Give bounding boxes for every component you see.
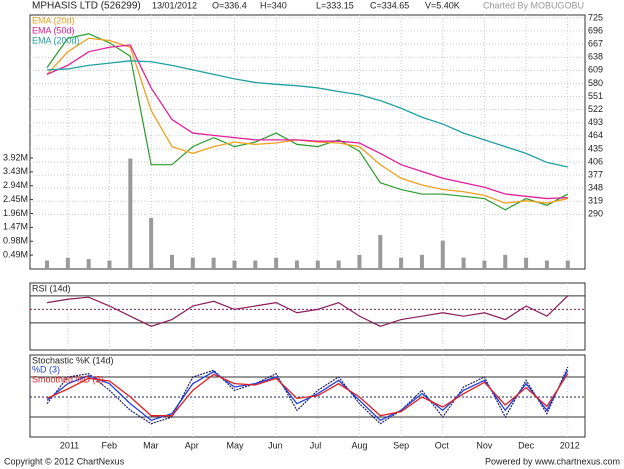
series-line bbox=[46, 373, 569, 417]
volume-bar bbox=[419, 254, 424, 269]
volume-bar bbox=[378, 235, 383, 269]
main-line bbox=[46, 295, 569, 327]
legend-entry: Smoothed %D (3) bbox=[32, 374, 104, 384]
y-tick-label: 609 bbox=[588, 65, 603, 75]
y2-tick-label: 1.47M bbox=[3, 222, 28, 232]
series-line bbox=[46, 44, 568, 200]
panel-title: Stochastic %K (14d) bbox=[32, 355, 114, 365]
panel-frame bbox=[29, 354, 586, 438]
y2-tick-label: 2.45M bbox=[3, 194, 28, 204]
y2-tick-label: 0.98M bbox=[3, 236, 28, 246]
quote-high: H=340 bbox=[260, 0, 287, 10]
panel-title: RSI (14d) bbox=[32, 283, 71, 293]
x-tick-label: 2012 bbox=[560, 440, 580, 450]
y-tick-label: 464 bbox=[588, 130, 603, 140]
volume-bar bbox=[294, 260, 299, 269]
x-tick-label: Aug bbox=[351, 440, 367, 450]
y-tick-label: 667 bbox=[588, 39, 603, 49]
volume-bar bbox=[524, 257, 529, 269]
volume-bar bbox=[503, 254, 508, 269]
y-tick-label: 406 bbox=[588, 156, 603, 166]
volume-bar bbox=[544, 260, 549, 269]
main-line bbox=[46, 33, 569, 211]
powered-by: Powered by www.chartnexus.com bbox=[485, 456, 620, 466]
legend-entry: EMA (20d) bbox=[32, 15, 75, 25]
y2-tick-label: 3.43M bbox=[3, 166, 28, 176]
x-tick-label: Nov bbox=[476, 440, 493, 450]
chart-title: MPHASIS LTD (526299) bbox=[32, 1, 141, 12]
volume-bar bbox=[565, 260, 570, 269]
y-tick-label: 725 bbox=[588, 12, 603, 22]
quote-date: 13/01/2012 bbox=[152, 0, 197, 10]
x-tick-label: Oct bbox=[435, 440, 450, 450]
quote-volume: V=5.40K bbox=[425, 0, 460, 10]
volume-bar bbox=[45, 260, 49, 269]
volume-bar bbox=[274, 257, 279, 269]
y-tick-label: 290 bbox=[588, 209, 603, 219]
y-tick-label: 522 bbox=[588, 104, 603, 114]
y-tick-label: 319 bbox=[588, 196, 603, 206]
panel-frame bbox=[29, 282, 586, 351]
volume-bar bbox=[482, 260, 487, 269]
volume-bar bbox=[399, 257, 404, 269]
y2-tick-label: 1.96M bbox=[3, 208, 28, 218]
y-tick-label: 377 bbox=[588, 169, 603, 179]
quote-open: O=336.4 bbox=[212, 0, 247, 10]
x-tick-label: Jun bbox=[268, 440, 283, 450]
x-tick-label: Mar bbox=[143, 440, 159, 450]
y2-tick-label: 2.94M bbox=[3, 180, 28, 190]
y-tick-label: 638 bbox=[588, 52, 603, 62]
y2-tick-label: 3.92M bbox=[3, 152, 28, 162]
series-line bbox=[46, 60, 568, 168]
volume-bar bbox=[336, 260, 341, 269]
volume-bar bbox=[461, 257, 466, 269]
volume-bar bbox=[232, 260, 237, 269]
y-tick-label: 580 bbox=[588, 78, 603, 88]
y-tick-label: 551 bbox=[588, 91, 603, 101]
x-tick-label: Dec bbox=[518, 440, 535, 450]
legend-entry: %D (3) bbox=[32, 364, 60, 374]
y2-tick-label: 0.49M bbox=[3, 249, 28, 259]
series-line bbox=[46, 370, 569, 422]
volume-bar bbox=[86, 259, 91, 269]
main-line bbox=[46, 366, 569, 425]
legend-entry: EMA (200d) bbox=[32, 35, 80, 45]
x-tick-label: 2011 bbox=[60, 440, 79, 450]
volume-bar bbox=[211, 257, 216, 269]
quote-close: C=334.65 bbox=[370, 0, 409, 10]
volume-bar bbox=[169, 254, 174, 269]
volume-bar bbox=[149, 218, 154, 269]
volume-bar bbox=[65, 257, 70, 269]
credit: Charted By MOBUGOBU bbox=[483, 0, 584, 10]
volume-bar bbox=[107, 260, 112, 269]
copyright: Copyright © 2012 ChartNexus bbox=[4, 456, 125, 466]
x-tick-label: Apr bbox=[185, 440, 199, 450]
y-tick-label: 435 bbox=[588, 143, 603, 153]
volume-bar bbox=[440, 240, 445, 269]
y-tick-label: 348 bbox=[588, 183, 603, 193]
x-tick-label: Feb bbox=[101, 440, 117, 450]
x-tick-label: May bbox=[226, 440, 244, 450]
volume-bar bbox=[190, 257, 195, 269]
y-tick-label: 696 bbox=[588, 25, 603, 35]
panel-frame bbox=[29, 14, 586, 270]
y-tick-label: 493 bbox=[588, 117, 603, 127]
x-tick-label: Sep bbox=[393, 440, 409, 450]
volume-bar bbox=[357, 254, 362, 269]
volume-bar bbox=[315, 260, 320, 269]
x-tick-label: Jul bbox=[310, 440, 322, 450]
legend-entry: EMA (50d) bbox=[32, 25, 75, 35]
quote-low: L=333.15 bbox=[316, 0, 354, 10]
volume-bar bbox=[253, 260, 258, 269]
volume-bar bbox=[128, 158, 133, 269]
